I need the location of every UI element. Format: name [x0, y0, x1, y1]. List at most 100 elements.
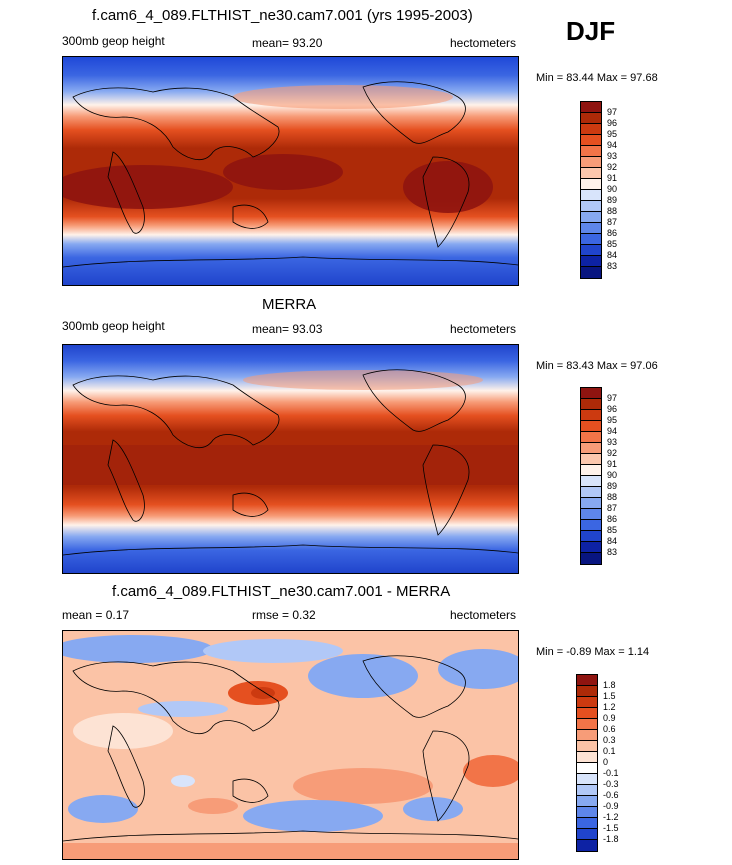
colorbar-swatch: [577, 675, 597, 686]
colorbar-swatch: [581, 553, 601, 564]
colorbar-swatch: [581, 201, 601, 212]
colorbar-label: 85: [607, 239, 618, 249]
variable-label: 300mb geop height: [62, 319, 165, 333]
map-model: [62, 56, 519, 286]
mean-label: mean= 93.20: [252, 36, 323, 50]
colorbar-swatch: [577, 752, 597, 763]
colorbar-swatch: [581, 509, 601, 520]
colorbar-swatch: [581, 399, 601, 410]
colorbar-label: 83: [607, 547, 618, 557]
colorbar-swatch: [581, 410, 601, 421]
map-model-field: [63, 57, 518, 285]
colorbar-swatch: [577, 708, 597, 719]
colorbar-swatch: [581, 256, 601, 267]
colorbar-label: 1.8: [603, 680, 616, 690]
variable-label: 300mb geop height: [62, 34, 165, 48]
colorbar-swatch: [581, 157, 601, 168]
colorbar-swatches: [580, 387, 602, 565]
colorbar-swatch: [581, 542, 601, 553]
colorbar-swatch: [581, 113, 601, 124]
colorbar-label: 93: [607, 151, 618, 161]
colorbar-swatch: [581, 520, 601, 531]
colorbar-label: 86: [607, 228, 618, 238]
colorbar-label: 87: [607, 217, 618, 227]
colorbar-label: -0.1: [603, 768, 619, 778]
colorbar-swatch: [577, 807, 597, 818]
units-label: hectometers: [450, 608, 517, 622]
units-label: hectometers: [450, 322, 517, 336]
colorbar-swatch: [581, 124, 601, 135]
colorbar-label: 0.9: [603, 713, 616, 723]
colorbar-swatch: [581, 223, 601, 234]
panel-title: f.cam6_4_089.FLTHIST_ne30.cam7.001 (yrs …: [92, 7, 473, 24]
colorbar-swatches: [576, 674, 598, 852]
min-max-label: Min = 83.43 Max = 97.06: [536, 360, 658, 372]
colorbar-label: 95: [607, 129, 618, 139]
colorbar-label: 0.3: [603, 735, 616, 745]
panel-title: f.cam6_4_089.FLTHIST_ne30.cam7.001 - MER…: [112, 583, 451, 600]
colorbar-swatch: [577, 730, 597, 741]
colorbar-label: 1.2: [603, 702, 616, 712]
season-label: DJF: [566, 16, 616, 46]
colorbar-swatch: [581, 179, 601, 190]
colorbar-label: -1.5: [603, 823, 619, 833]
colorbar-label: 89: [607, 195, 618, 205]
min-max-label: Min = 83.44 Max = 97.68: [536, 72, 658, 84]
min-max-label: Min = -0.89 Max = 1.14: [536, 646, 650, 658]
colorbar-swatch: [577, 741, 597, 752]
colorbar-label: -0.6: [603, 790, 619, 800]
colorbar-swatch: [577, 785, 597, 796]
colorbar-label: 92: [607, 162, 618, 172]
colorbar-swatch: [581, 102, 601, 113]
colorbar-swatch: [581, 168, 601, 179]
mean-label: mean = 0.17: [62, 608, 130, 622]
colorbar-swatch: [577, 763, 597, 774]
colorbar-swatch: [577, 818, 597, 829]
colorbar-swatch: [581, 432, 601, 443]
mean-label: mean= 93.03: [252, 322, 323, 336]
colorbar-label: 91: [607, 173, 618, 183]
colorbar-label: 88: [607, 492, 618, 502]
colorbar-label: 96: [607, 404, 618, 414]
panel-title: MERRA: [262, 296, 317, 313]
map-merra: [62, 344, 519, 574]
colorbar-label: 92: [607, 448, 618, 458]
colorbar-label: 0: [603, 757, 609, 767]
colorbar-label: 0.6: [603, 724, 616, 734]
colorbar-label: 97: [607, 107, 618, 117]
colorbar-label: 0.1: [603, 746, 616, 756]
colorbar-label: 86: [607, 514, 618, 524]
colorbar-swatch: [581, 388, 601, 399]
colorbar-swatch: [581, 421, 601, 432]
colorbar-swatch: [581, 498, 601, 509]
colorbar-swatch: [577, 774, 597, 785]
colorbar-label: 91: [607, 459, 618, 469]
colorbar-swatch: [581, 190, 601, 201]
colorbar-swatch: [581, 443, 601, 454]
colorbar-swatch: [581, 465, 601, 476]
colorbar-label: 90: [607, 470, 618, 480]
colorbar-swatch: [577, 719, 597, 730]
colorbar-swatch: [577, 796, 597, 807]
colorbar-label: -1.8: [603, 834, 619, 844]
colorbar-swatch: [581, 487, 601, 498]
colorbar-swatch: [581, 267, 601, 278]
colorbar-swatch: [581, 245, 601, 256]
colorbar-label: 93: [607, 437, 618, 447]
colorbar-label: -0.9: [603, 801, 619, 811]
colorbar-swatch: [581, 454, 601, 465]
colorbar-label: 95: [607, 415, 618, 425]
colorbar-label: 85: [607, 525, 618, 535]
colorbar-label: 1.5: [603, 691, 616, 701]
colorbar-label: 84: [607, 536, 618, 546]
map-merra-field: [63, 345, 518, 573]
units-label: hectometers: [450, 36, 517, 50]
colorbar-label: 90: [607, 184, 618, 194]
colorbar-label: 97: [607, 393, 618, 403]
colorbar-label: 84: [607, 250, 618, 260]
colorbar-label: 89: [607, 481, 618, 491]
colorbar-label: 96: [607, 118, 618, 128]
colorbar-label: 83: [607, 261, 618, 271]
colorbar-swatch: [581, 531, 601, 542]
colorbar-swatch: [577, 840, 597, 851]
